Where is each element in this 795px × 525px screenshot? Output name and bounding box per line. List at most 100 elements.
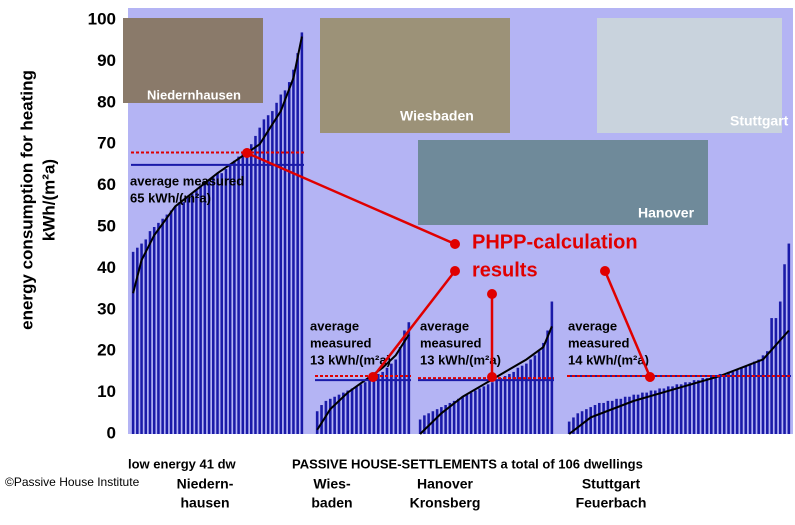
average-label: measured bbox=[568, 335, 629, 350]
bar bbox=[645, 392, 648, 434]
average-label: average bbox=[420, 318, 469, 333]
bar bbox=[727, 371, 730, 434]
bar bbox=[735, 369, 739, 434]
pointer-line bbox=[246, 151, 456, 246]
bar bbox=[152, 227, 156, 434]
bar bbox=[512, 371, 515, 434]
bar bbox=[482, 386, 486, 434]
bar bbox=[495, 380, 498, 434]
bar bbox=[174, 206, 177, 434]
pointer-dot bbox=[487, 289, 497, 299]
bar bbox=[503, 376, 507, 434]
annotation: results bbox=[472, 259, 538, 281]
bar bbox=[363, 382, 367, 434]
bar bbox=[684, 382, 687, 434]
bar bbox=[376, 373, 380, 434]
average-label: 14 kWh/(m²a) bbox=[568, 352, 649, 367]
bar bbox=[195, 189, 198, 434]
bar bbox=[407, 322, 411, 434]
bar bbox=[491, 382, 494, 434]
bar bbox=[328, 398, 332, 434]
average-label: average bbox=[310, 318, 359, 333]
pointer-dot bbox=[242, 148, 252, 158]
y-axis-label: energy consumption for heating bbox=[17, 70, 36, 330]
photo bbox=[597, 18, 782, 133]
pointer-dot bbox=[450, 266, 460, 276]
bar bbox=[136, 247, 139, 434]
bar bbox=[315, 411, 319, 434]
bar bbox=[508, 373, 511, 434]
bar bbox=[342, 392, 345, 434]
bar bbox=[474, 390, 477, 434]
bar bbox=[606, 400, 610, 434]
bar bbox=[679, 384, 683, 434]
bar bbox=[486, 384, 490, 434]
bar bbox=[390, 363, 393, 434]
group-note: PASSIVE HOUSE-SETTLEMENTS a total of 106… bbox=[292, 456, 643, 471]
bar bbox=[385, 367, 389, 434]
bar bbox=[283, 90, 287, 434]
bar bbox=[469, 392, 473, 434]
group-note: low energy 41 dw bbox=[128, 456, 237, 471]
bar bbox=[753, 361, 756, 434]
pointer-dot bbox=[600, 266, 610, 276]
average-label: 65 kWh/(m²a) bbox=[130, 190, 211, 205]
bar bbox=[662, 388, 666, 434]
bar bbox=[722, 373, 726, 434]
bar bbox=[461, 396, 464, 434]
bar bbox=[787, 243, 791, 434]
bar bbox=[628, 396, 631, 434]
bar bbox=[766, 351, 769, 434]
bar bbox=[337, 394, 341, 434]
bar bbox=[546, 330, 549, 434]
bar bbox=[448, 402, 452, 434]
bar bbox=[271, 111, 274, 434]
bar bbox=[178, 202, 181, 434]
bar bbox=[731, 371, 735, 434]
bar bbox=[757, 359, 760, 434]
bar bbox=[292, 69, 295, 435]
bar bbox=[296, 53, 299, 435]
bar bbox=[427, 413, 430, 434]
photo-label: Stuttgart bbox=[730, 113, 789, 129]
y-tick-label: 90 bbox=[97, 51, 116, 70]
bar bbox=[287, 82, 291, 434]
bar bbox=[478, 388, 481, 434]
bar bbox=[249, 144, 253, 434]
pointer-line bbox=[603, 270, 652, 378]
bar bbox=[275, 102, 278, 435]
bar bbox=[641, 392, 644, 434]
bar bbox=[761, 355, 765, 434]
bar bbox=[220, 173, 223, 434]
bar bbox=[744, 365, 748, 434]
photo-label: Niedernhausen bbox=[147, 87, 241, 102]
photo-label: Wiesbaden bbox=[400, 108, 474, 124]
bar bbox=[190, 193, 194, 434]
group-label: baden bbox=[311, 495, 352, 511]
bar bbox=[520, 365, 524, 434]
bar bbox=[266, 115, 270, 434]
photo bbox=[418, 140, 708, 225]
bar bbox=[346, 390, 350, 434]
bar bbox=[714, 376, 717, 434]
bar bbox=[359, 384, 363, 434]
y-tick-label: 20 bbox=[97, 341, 116, 360]
bar bbox=[654, 390, 657, 434]
bar bbox=[697, 380, 700, 434]
bar bbox=[245, 148, 249, 434]
bar bbox=[783, 264, 786, 434]
bar bbox=[403, 330, 406, 434]
group-label: Kronsberg bbox=[410, 495, 481, 511]
bar bbox=[212, 177, 215, 434]
credit: ©Passive House Institute bbox=[5, 475, 140, 489]
average-label: measured bbox=[310, 335, 371, 350]
bar bbox=[186, 198, 190, 434]
group-label: Hanover bbox=[417, 476, 474, 492]
pointer-dot bbox=[450, 239, 460, 249]
pointer-dot bbox=[368, 372, 378, 382]
group-label: hausen bbox=[180, 495, 229, 511]
bar bbox=[140, 243, 143, 434]
bar bbox=[161, 218, 164, 434]
bar bbox=[381, 371, 384, 434]
bar bbox=[692, 380, 696, 434]
